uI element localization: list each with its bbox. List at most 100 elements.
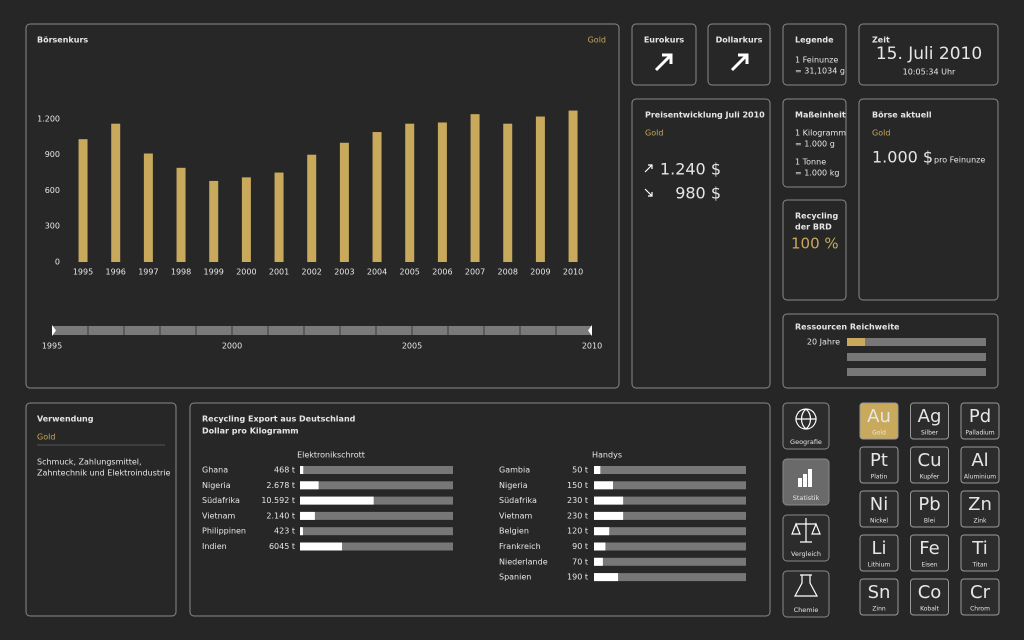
legend: Gold [588, 36, 606, 45]
element-symbol: Pd [969, 406, 991, 427]
nav-button[interactable] [782, 570, 830, 618]
metal: Gold [37, 433, 55, 442]
y-tick-label: 300 [45, 222, 60, 231]
date: 15. Juli 2010 [876, 44, 982, 64]
bar [274, 172, 284, 262]
text: 1 Kilogramm [795, 129, 846, 138]
element-symbol: Li [871, 538, 886, 559]
track [847, 353, 986, 361]
bar [594, 557, 603, 566]
element-name: Eisen [921, 562, 937, 569]
bar [503, 123, 513, 262]
timeline-label: 1995 [42, 342, 62, 351]
bar [307, 154, 317, 262]
bar [372, 132, 382, 262]
text: Schmuck, Zahlungsmittel, [37, 458, 142, 467]
bar [209, 180, 219, 262]
value-label: 468 t [274, 466, 295, 475]
chart-title: Handys [592, 451, 622, 460]
value-label: 120 t [567, 527, 588, 536]
track [300, 481, 453, 490]
x-tick-label: 1999 [204, 268, 224, 277]
element-tile[interactable] [910, 578, 949, 616]
bar [594, 496, 624, 505]
low: 980 $ [675, 184, 721, 203]
category: Gambia [499, 466, 530, 475]
x-tick-label: 2004 [367, 268, 387, 277]
x-tick-label: 1998 [171, 268, 191, 277]
text: = 1.000 kg [795, 169, 839, 178]
bar [594, 466, 601, 474]
panel [782, 98, 847, 188]
x-tick-label: 2008 [498, 268, 518, 277]
track [594, 511, 746, 520]
chart-title: Elektronikschrott [297, 451, 365, 460]
text: = 31,1034 g [795, 67, 845, 76]
y-tick-label: 0 [55, 258, 60, 267]
category: Philippinen [202, 527, 246, 536]
x-tick-label: 2000 [236, 268, 256, 277]
bar [300, 527, 303, 536]
element-tile[interactable] [960, 578, 1000, 616]
x-tick-label: 2010 [563, 268, 583, 277]
price: 1.000 $ [872, 148, 933, 167]
bar [470, 114, 480, 263]
track-fill [847, 338, 865, 346]
value-label: 10.592 t [261, 496, 295, 505]
element-tile[interactable] [910, 446, 949, 484]
panel [782, 199, 847, 301]
nav-label: Vergleich [791, 550, 821, 558]
track [847, 368, 986, 376]
category: Belgien [499, 527, 529, 536]
element-symbol: Fe [919, 538, 939, 559]
element-name: Platin [871, 474, 888, 481]
text: = 1.000 g [795, 140, 835, 149]
chart-title: Börsenkurs [37, 36, 88, 45]
category: Indien [202, 542, 227, 551]
element-tile[interactable] [859, 490, 899, 528]
element-tile[interactable] [859, 402, 899, 440]
track [300, 466, 453, 474]
nav-button[interactable] [782, 402, 830, 450]
element-tile[interactable] [910, 490, 949, 528]
title: Ressourcen Reichweite [795, 323, 900, 332]
element-tile[interactable] [960, 490, 1000, 528]
element-tile[interactable] [859, 446, 899, 484]
icon [791, 518, 821, 543]
y-tick-label: 600 [45, 186, 60, 195]
timeline-label: 2010 [582, 342, 602, 351]
handle[interactable] [52, 325, 56, 336]
bar [143, 153, 153, 262]
track [300, 496, 453, 505]
track [300, 511, 453, 520]
text: Zahntechnik und Elektroindustrie [37, 469, 171, 478]
element-tile[interactable] [960, 534, 1000, 572]
title: Preisentwicklung Juli 2010 [645, 111, 765, 120]
element-symbol: Zn [968, 494, 992, 515]
element-tile[interactable] [859, 578, 899, 616]
category: Niederlande [499, 557, 548, 566]
element-symbol: Ni [870, 494, 888, 515]
bar [568, 110, 578, 262]
element-symbol: Sn [868, 582, 891, 603]
value-label: 230 t [567, 511, 588, 520]
element-tile[interactable] [960, 446, 1000, 484]
bar [176, 167, 186, 262]
track [52, 326, 592, 335]
category: Nigeria [202, 481, 231, 490]
x-tick-label: 1997 [138, 268, 158, 277]
nav-label: Chemie [794, 606, 819, 614]
value-label: 190 t [567, 573, 588, 582]
element-tile[interactable] [960, 402, 1000, 440]
element-tile[interactable] [859, 534, 899, 572]
icon [795, 408, 817, 430]
handle[interactable] [588, 325, 592, 336]
title: der BRD [795, 223, 832, 232]
panel [782, 23, 847, 86]
x-tick-label: 2006 [432, 268, 452, 277]
text: 1 Tonne [795, 158, 826, 167]
element-tile[interactable] [910, 534, 949, 572]
resource-bars [847, 338, 986, 376]
element-tile[interactable] [910, 402, 949, 440]
